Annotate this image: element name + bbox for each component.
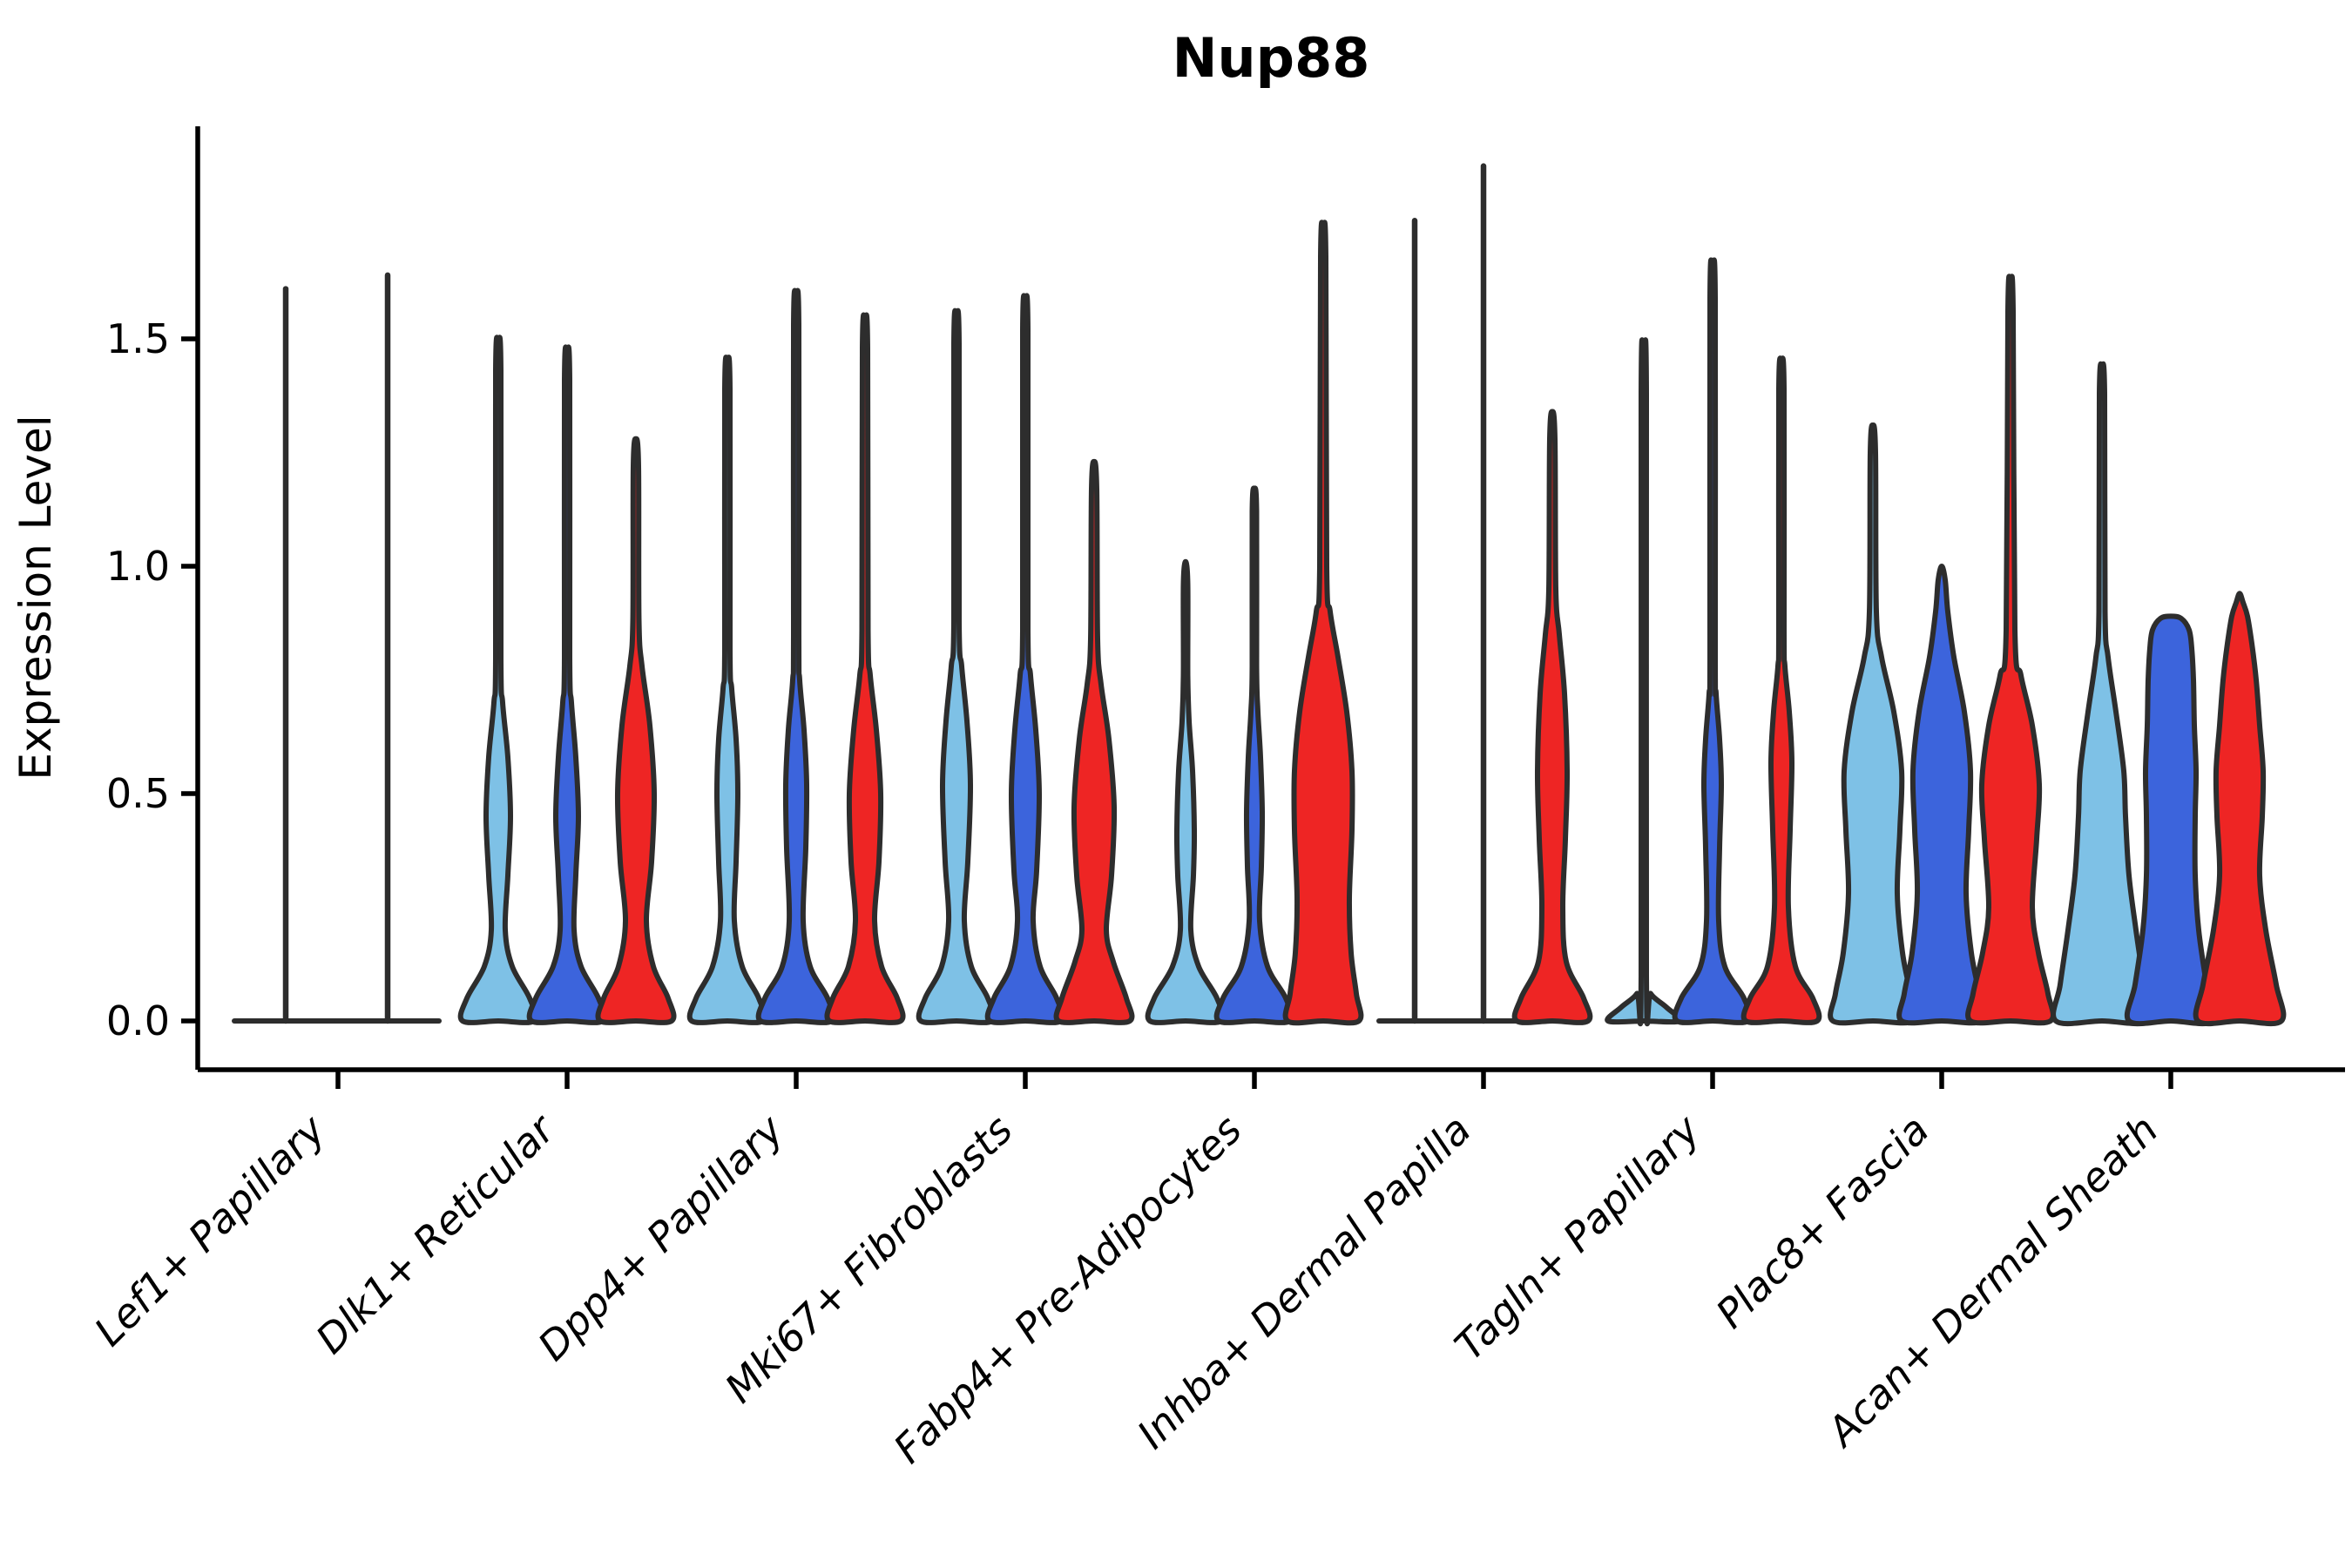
violin-red [824, 312, 906, 1025]
chart-title: Nup88 [1173, 26, 1370, 90]
y-tick-label: 1.0 [106, 543, 170, 590]
violin-red [1282, 220, 1364, 1026]
violin-light_blue [2051, 361, 2153, 1027]
violin-light_blue [457, 335, 539, 1025]
violin-dark_blue [755, 287, 837, 1025]
y-tick-label: 1.5 [106, 315, 170, 362]
y-axis-label: Expression Level [10, 415, 61, 780]
violin-light_blue [686, 355, 768, 1025]
violin-light_blue [1145, 558, 1227, 1025]
violin-dark_blue [1213, 485, 1295, 1025]
violin-dark_blue [1672, 257, 1754, 1025]
violin-red [2193, 591, 2287, 1027]
violin-dark_blue [1896, 564, 1987, 1026]
violin-red [595, 436, 677, 1025]
violin-dark_blue [984, 293, 1066, 1025]
violin-red [1511, 409, 1593, 1025]
x-tick-label: Dpp4+ Papillary [529, 1105, 793, 1369]
x-tick-label: Tagln+ Papillary [1445, 1105, 1709, 1369]
violin-dark_blue [526, 344, 608, 1025]
x-tick-label: Lef1+ Papillary [85, 1105, 335, 1355]
axes-layer [181, 126, 2345, 1089]
x-tick-label: Dlk1+ Reticular [307, 1104, 565, 1362]
y-tick-label: 0.0 [106, 997, 170, 1044]
violins-layer [232, 163, 2287, 1027]
violin-red [1740, 355, 1822, 1025]
violin-light_blue [1605, 337, 1683, 1026]
violin-light_blue [1828, 422, 1918, 1026]
violin-light_blue [916, 308, 997, 1025]
y-tick-label: 0.5 [106, 770, 170, 817]
violin-red [1053, 458, 1135, 1025]
violin-red [1965, 274, 2056, 1026]
x-tick-label: Plac8+ Fascia [1707, 1106, 1937, 1337]
violin-dark_blue [2124, 613, 2218, 1027]
